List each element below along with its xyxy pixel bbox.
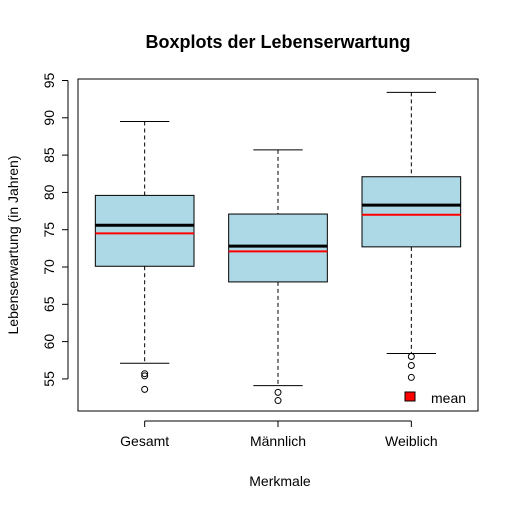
outlier-point bbox=[407, 353, 415, 361]
x-tick-label: Gesamt bbox=[120, 433, 169, 449]
iqr-box bbox=[94, 194, 195, 267]
plot-frame bbox=[77, 78, 479, 412]
box-group-1 bbox=[94, 121, 195, 393]
outlier-point bbox=[274, 397, 282, 405]
box-group-3 bbox=[361, 91, 462, 381]
outlier-point bbox=[141, 385, 149, 393]
y-tick-label: 75 bbox=[41, 222, 57, 238]
y-axis-label: Lebenserwartung (in Jahren) bbox=[5, 156, 21, 335]
y-tick-label: 65 bbox=[41, 296, 57, 312]
y-tick-label: 90 bbox=[41, 110, 57, 126]
y-tick-label: 85 bbox=[41, 147, 57, 163]
x-axis: Gesamt Männlich Weiblich bbox=[120, 420, 438, 449]
y-tick-label: 55 bbox=[41, 371, 57, 387]
boxes-layer bbox=[94, 91, 462, 405]
box-group-2 bbox=[228, 149, 328, 405]
legend-label: mean bbox=[431, 390, 466, 406]
iqr-box bbox=[228, 213, 328, 283]
outlier-point bbox=[407, 361, 415, 369]
iqr-box bbox=[361, 176, 462, 248]
x-axis-label: Merkmale bbox=[249, 473, 311, 489]
legend-swatch bbox=[404, 391, 416, 402]
y-tick-label: 80 bbox=[41, 184, 57, 200]
x-tick-label: Männlich bbox=[250, 433, 306, 449]
outlier-point bbox=[407, 373, 415, 381]
outlier-point bbox=[141, 372, 149, 380]
x-tick-label: Weiblich bbox=[385, 433, 438, 449]
outlier-point bbox=[141, 370, 149, 378]
chart-title: Boxplots der Lebenserwartung bbox=[145, 32, 410, 52]
y-tick-label: 95 bbox=[41, 72, 57, 88]
outlier-point bbox=[274, 388, 282, 396]
y-axis: 55 60 65 70 75 80 85 90 95 bbox=[41, 72, 69, 387]
y-tick-label: 70 bbox=[41, 259, 57, 275]
legend: mean bbox=[404, 390, 466, 406]
y-tick-label: 60 bbox=[41, 334, 57, 350]
